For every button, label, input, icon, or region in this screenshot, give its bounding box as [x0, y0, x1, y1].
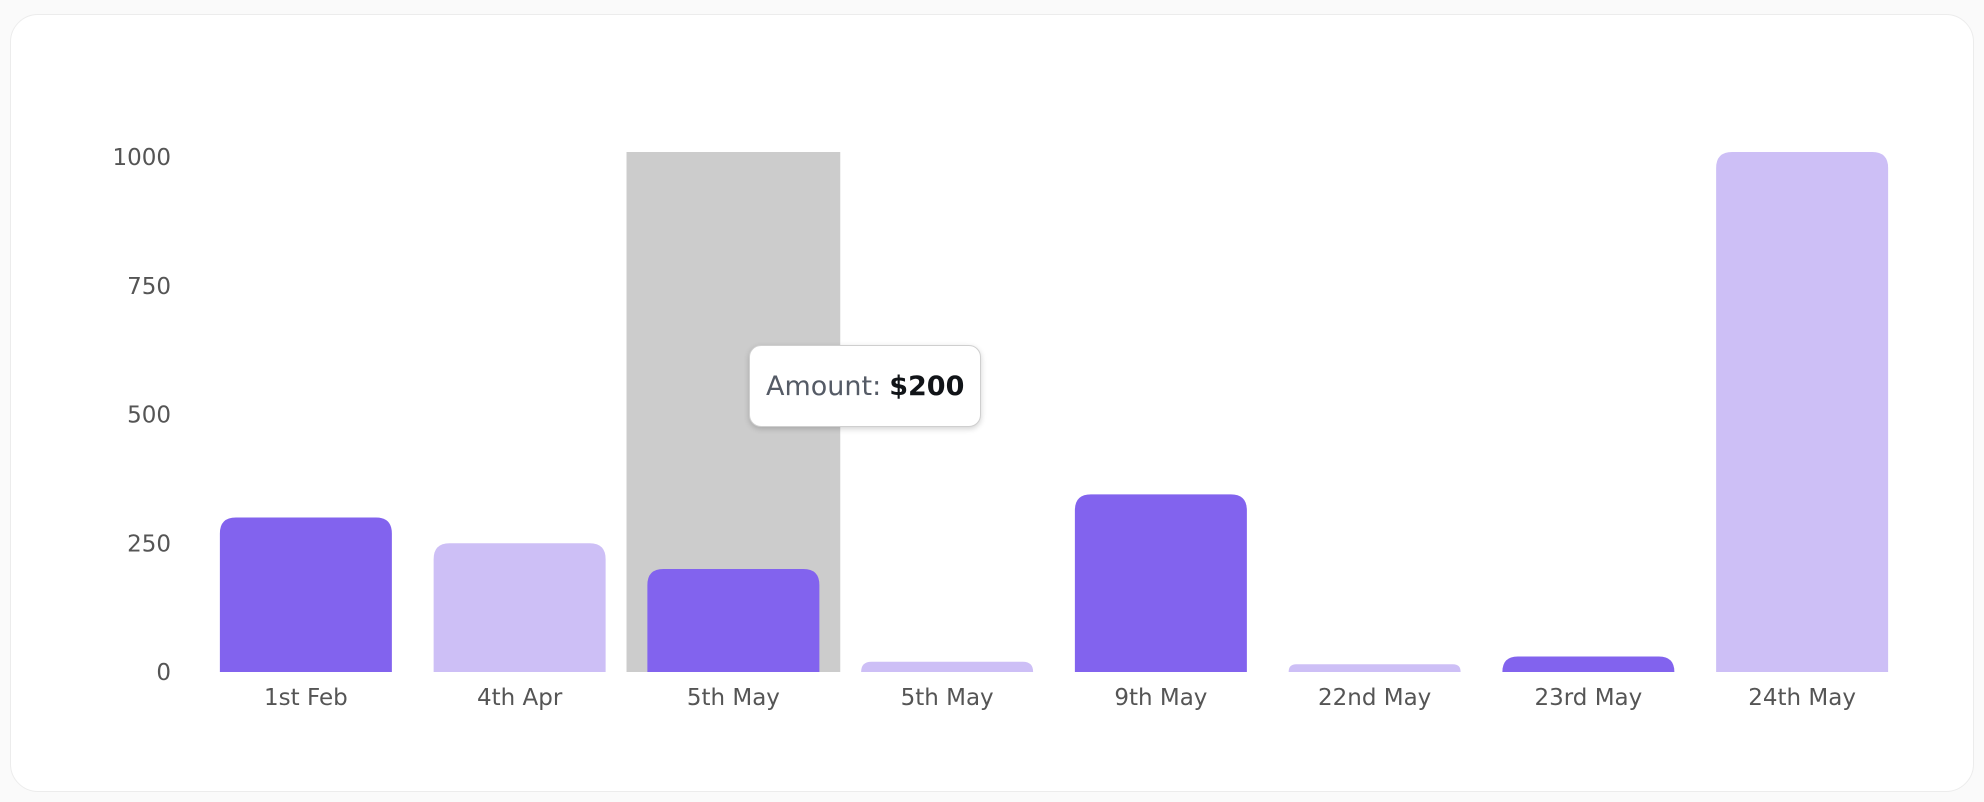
x-tick-label: 9th May	[1114, 685, 1207, 711]
x-tick-label: 22nd May	[1318, 685, 1431, 711]
x-tick-label: 24th May	[1748, 685, 1856, 711]
x-tick-label: 4th Apr	[477, 685, 563, 711]
x-tick-label: 23rd May	[1534, 685, 1642, 711]
bar-1[interactable]	[433, 543, 606, 672]
y-tick-label: 250	[127, 531, 171, 557]
x-tick-label: 5th May	[901, 685, 994, 711]
bar-0[interactable]	[219, 517, 392, 672]
bar-7[interactable]	[1716, 152, 1889, 672]
bar-2[interactable]	[647, 569, 820, 672]
tooltip-label: Amount:	[766, 370, 882, 402]
y-tick-label: 0	[156, 660, 171, 686]
bar-6[interactable]	[1502, 656, 1675, 672]
y-tick-label: 500	[127, 403, 171, 429]
x-tick-label: 5th May	[687, 685, 780, 711]
bar-3[interactable]	[861, 661, 1034, 672]
bar-4[interactable]	[1074, 494, 1247, 672]
y-tick-label: 1000	[112, 145, 171, 171]
bar-5[interactable]	[1288, 664, 1461, 672]
y-tick-label: 750	[127, 274, 171, 300]
x-tick-label: 1st Feb	[264, 685, 348, 711]
tooltip-value: $200	[889, 370, 965, 402]
tooltip: Amount: $200	[749, 345, 982, 427]
